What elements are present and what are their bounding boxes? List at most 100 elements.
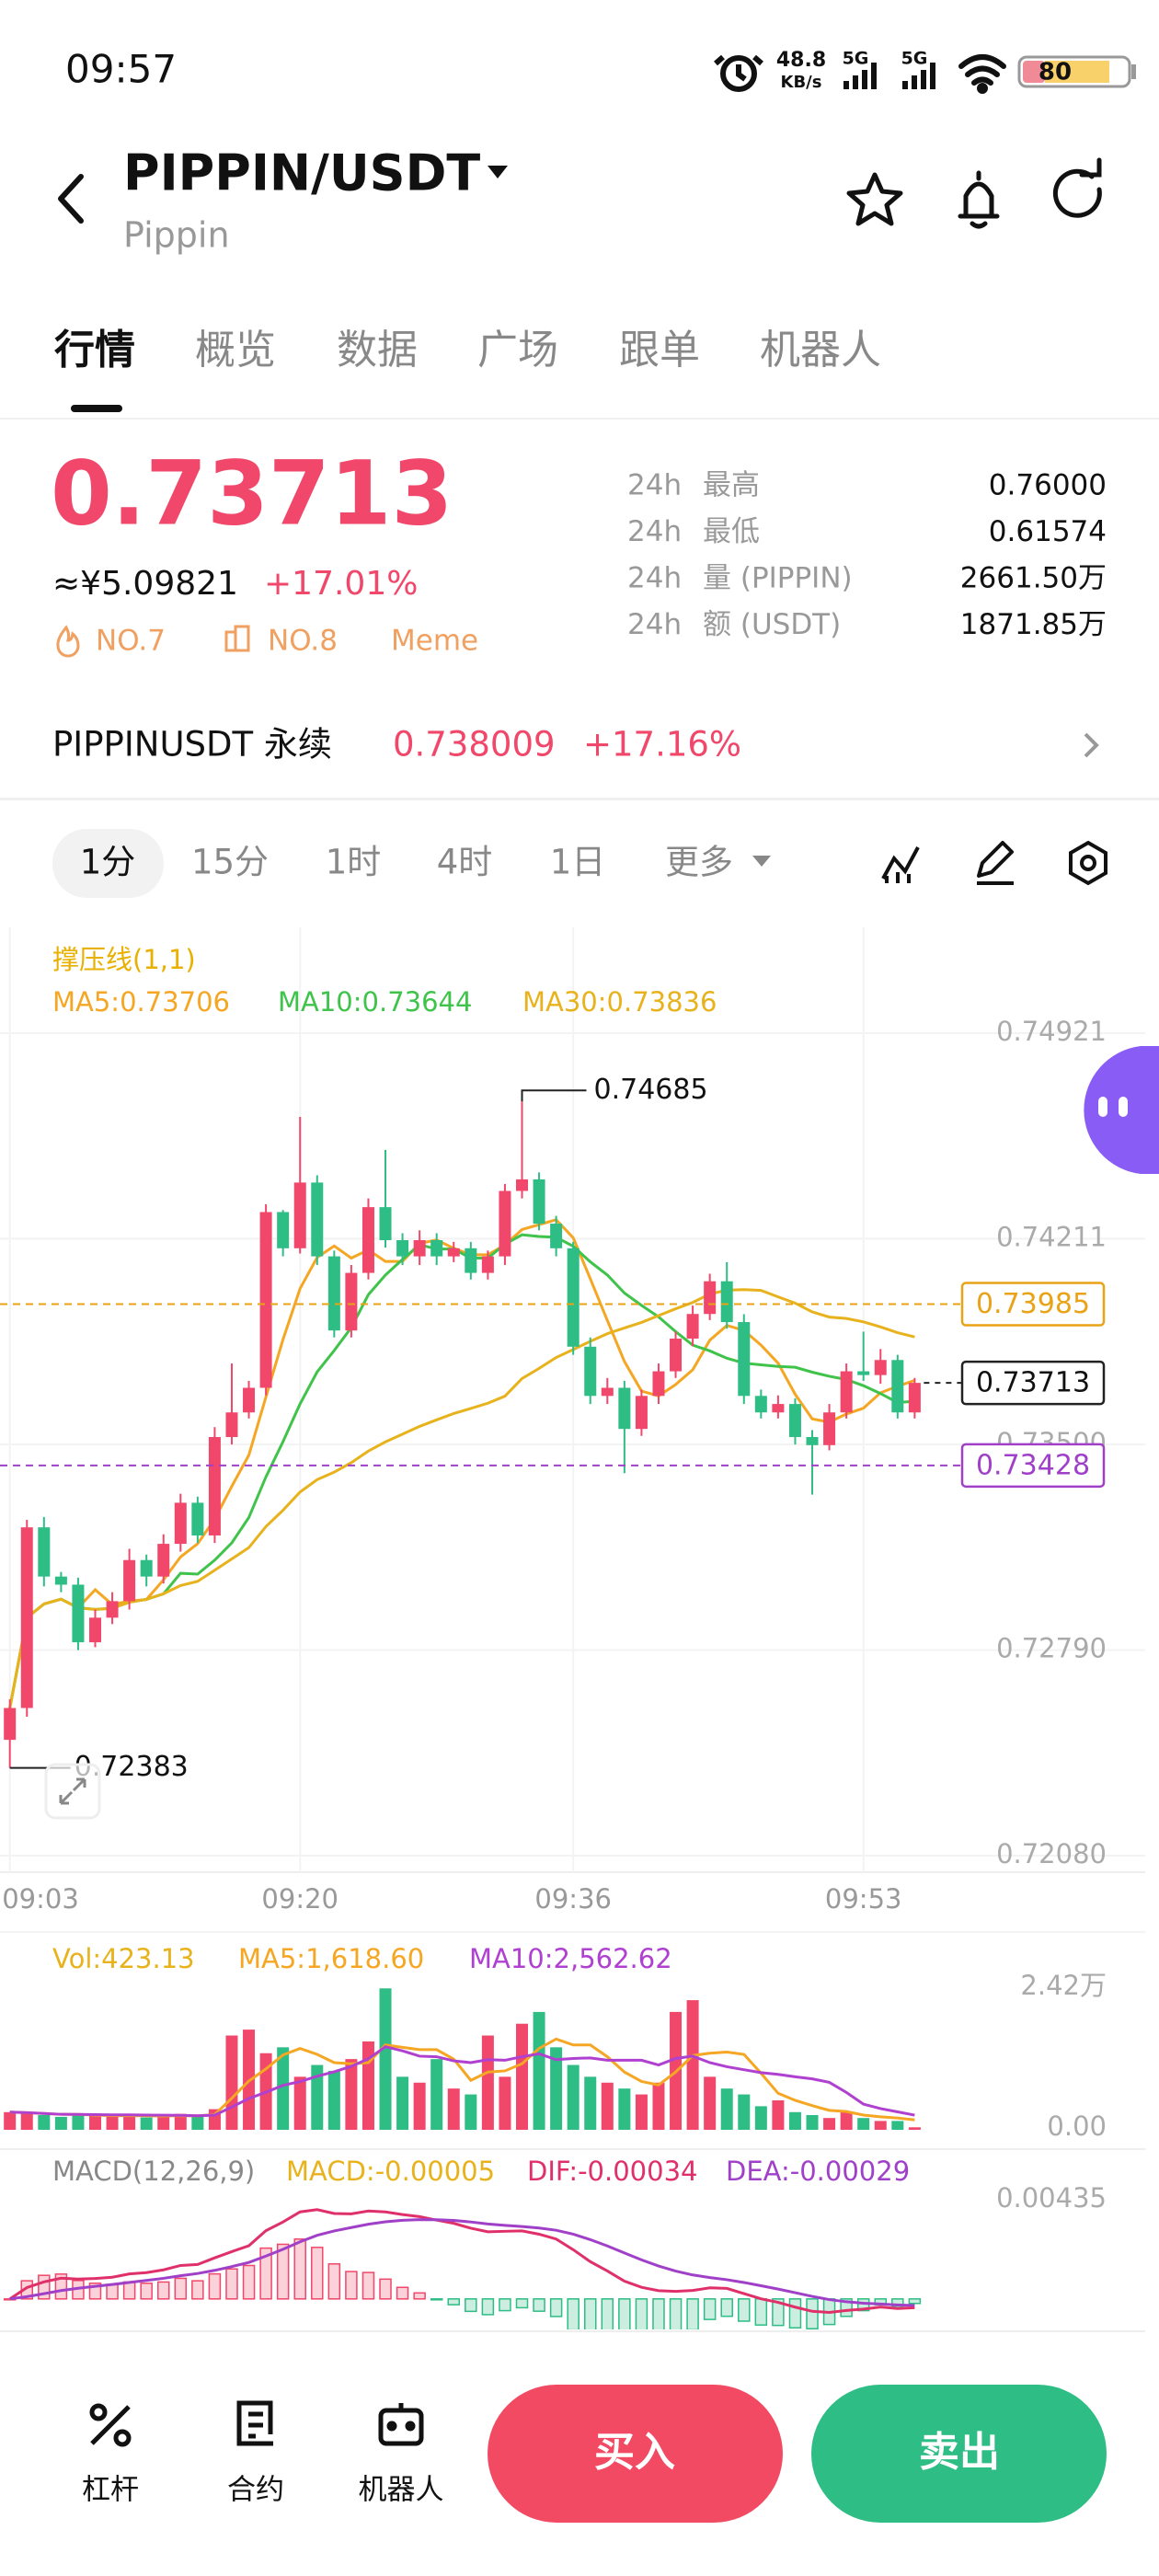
alert-button[interactable]	[958, 170, 1000, 229]
ma-line	[8, 1218, 915, 1708]
candle-body	[225, 1412, 238, 1437]
volume-bar	[140, 2117, 153, 2130]
signal-icon	[843, 63, 877, 89]
divider	[0, 798, 1159, 800]
leverage-icon[interactable]	[88, 2403, 132, 2447]
x-tick-label: 09:03	[2, 1883, 79, 1915]
tab-indicator	[71, 405, 122, 412]
interval[interactable]: 1日	[550, 843, 606, 882]
candle-body	[20, 1527, 33, 1708]
volume-bar	[430, 2059, 443, 2130]
expand-button[interactable]	[44, 1763, 101, 1820]
battery-icon	[1017, 55, 1136, 88]
indicator-button[interactable]	[881, 846, 920, 883]
favorite-button[interactable]	[846, 172, 903, 226]
candle-body	[738, 1322, 751, 1397]
volume-bar	[157, 2115, 170, 2130]
macd-bar	[327, 2263, 341, 2300]
level-box	[960, 1443, 1106, 1489]
candle-body	[123, 1559, 136, 1602]
stat-label: 额 (USDT)	[703, 608, 841, 641]
interval[interactable]: 更多	[665, 843, 733, 882]
volume-bar	[345, 2059, 358, 2130]
candle-body	[140, 1559, 153, 1577]
rank-icon	[224, 625, 250, 652]
rank-tag[interactable]: NO.7	[96, 625, 166, 658]
candle-body	[567, 1248, 580, 1347]
pair-title[interactable]: PIPPIN/USDT	[123, 144, 480, 202]
candle-body	[157, 1544, 170, 1577]
back-button[interactable]	[58, 174, 84, 224]
volume-bar	[123, 2114, 136, 2130]
volume-bar	[481, 2035, 494, 2130]
draw-button[interactable]	[977, 841, 1014, 885]
tab[interactable]: 广场	[477, 327, 558, 374]
buy-button[interactable]	[488, 2385, 783, 2523]
pair-subtitle: Pippin	[123, 215, 230, 256]
tab[interactable]: 行情	[54, 327, 135, 374]
stat-label: 最高	[703, 469, 760, 502]
perpetual-symbol[interactable]: PIPPINUSDT 永续	[52, 725, 332, 765]
interval[interactable]: 1时	[326, 843, 382, 882]
volume-bar	[447, 2088, 460, 2130]
level-label: 0.73713	[976, 1367, 1090, 1399]
rank-tag[interactable]: NO.8	[268, 625, 338, 658]
legend-entry: Vol:423.13	[52, 1943, 195, 1974]
volume-bar	[533, 2011, 545, 2130]
candle-body	[379, 1207, 392, 1240]
macd-bar	[413, 2292, 426, 2300]
tool-label[interactable]: 杠杆	[82, 2474, 139, 2507]
macd-bar	[430, 2298, 443, 2301]
share-button[interactable]	[1052, 157, 1102, 218]
volume-bar	[4, 2111, 17, 2130]
last-price: 0.73713	[51, 442, 453, 545]
wifi-icon	[958, 54, 1006, 94]
buy-label[interactable]: 买入	[594, 2429, 675, 2476]
macd-bar	[515, 2298, 529, 2309]
candle-body	[259, 1212, 272, 1388]
candle-body	[208, 1436, 221, 1535]
dea-line	[9, 2218, 915, 2307]
interval[interactable]: 1分	[80, 843, 136, 882]
candle-body	[72, 1584, 85, 1643]
more-dropdown[interactable]	[752, 856, 771, 867]
settings-button[interactable]	[1069, 840, 1107, 886]
volume-bar	[584, 2076, 597, 2130]
macd-bar	[549, 2298, 563, 2317]
interval[interactable]: 4时	[437, 843, 493, 882]
volume-bar	[686, 2000, 699, 2130]
sell-button[interactable]	[811, 2385, 1107, 2523]
macd-bar	[499, 2298, 511, 2312]
assistant-button[interactable]	[1084, 1046, 1159, 1174]
macd-bar	[259, 2247, 272, 2300]
macd-bar	[481, 2298, 495, 2316]
robot-icon[interactable]	[378, 2403, 424, 2446]
tab[interactable]: 概览	[195, 327, 276, 374]
sell-label[interactable]: 卖出	[919, 2429, 1000, 2476]
macd-bar	[686, 2298, 699, 2329]
kline-chart[interactable]: 0.720800.727900.735000.742110.7492109:03…	[0, 927, 1145, 2355]
dif-line	[8, 2208, 915, 2314]
tab[interactable]: 跟单	[619, 327, 700, 374]
tab[interactable]: 数据	[337, 327, 418, 374]
tool-label[interactable]: 机器人	[359, 2474, 444, 2507]
candle-body	[243, 1387, 256, 1413]
category-tag[interactable]: Meme	[391, 625, 478, 658]
volume-bar	[413, 2082, 426, 2130]
volume-bar	[516, 2023, 528, 2130]
stat-value: 0.76000	[989, 469, 1107, 502]
tab[interactable]: 机器人	[760, 327, 881, 374]
stat-label: 最低	[703, 515, 760, 548]
legend-entry: MA5:1,618.60	[238, 1943, 424, 1974]
interval[interactable]: 15分	[191, 843, 269, 882]
volume-bar	[704, 2076, 717, 2130]
contract-icon[interactable]	[236, 2400, 273, 2446]
candle-body	[327, 1256, 340, 1331]
y-tick-label: 0.74211	[996, 1221, 1107, 1252]
pair-dropdown[interactable]	[488, 166, 508, 178]
perpetual-chevron[interactable]	[1084, 732, 1099, 758]
volume-bar	[327, 2070, 340, 2130]
tool-label[interactable]: 合约	[227, 2474, 284, 2507]
candle-body	[840, 1371, 853, 1413]
legend-entry: MA10:2,562.62	[469, 1943, 672, 1974]
